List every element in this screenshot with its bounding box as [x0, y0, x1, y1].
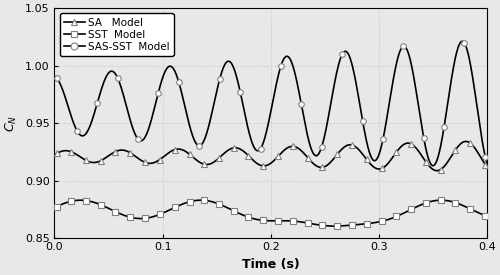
Y-axis label: $C_N$: $C_N$ [4, 115, 20, 132]
X-axis label: Time (s): Time (s) [242, 258, 300, 271]
Legend: SA   Model, SST  Model, SAS-SST  Model: SA Model, SST Model, SAS-SST Model [60, 13, 174, 56]
